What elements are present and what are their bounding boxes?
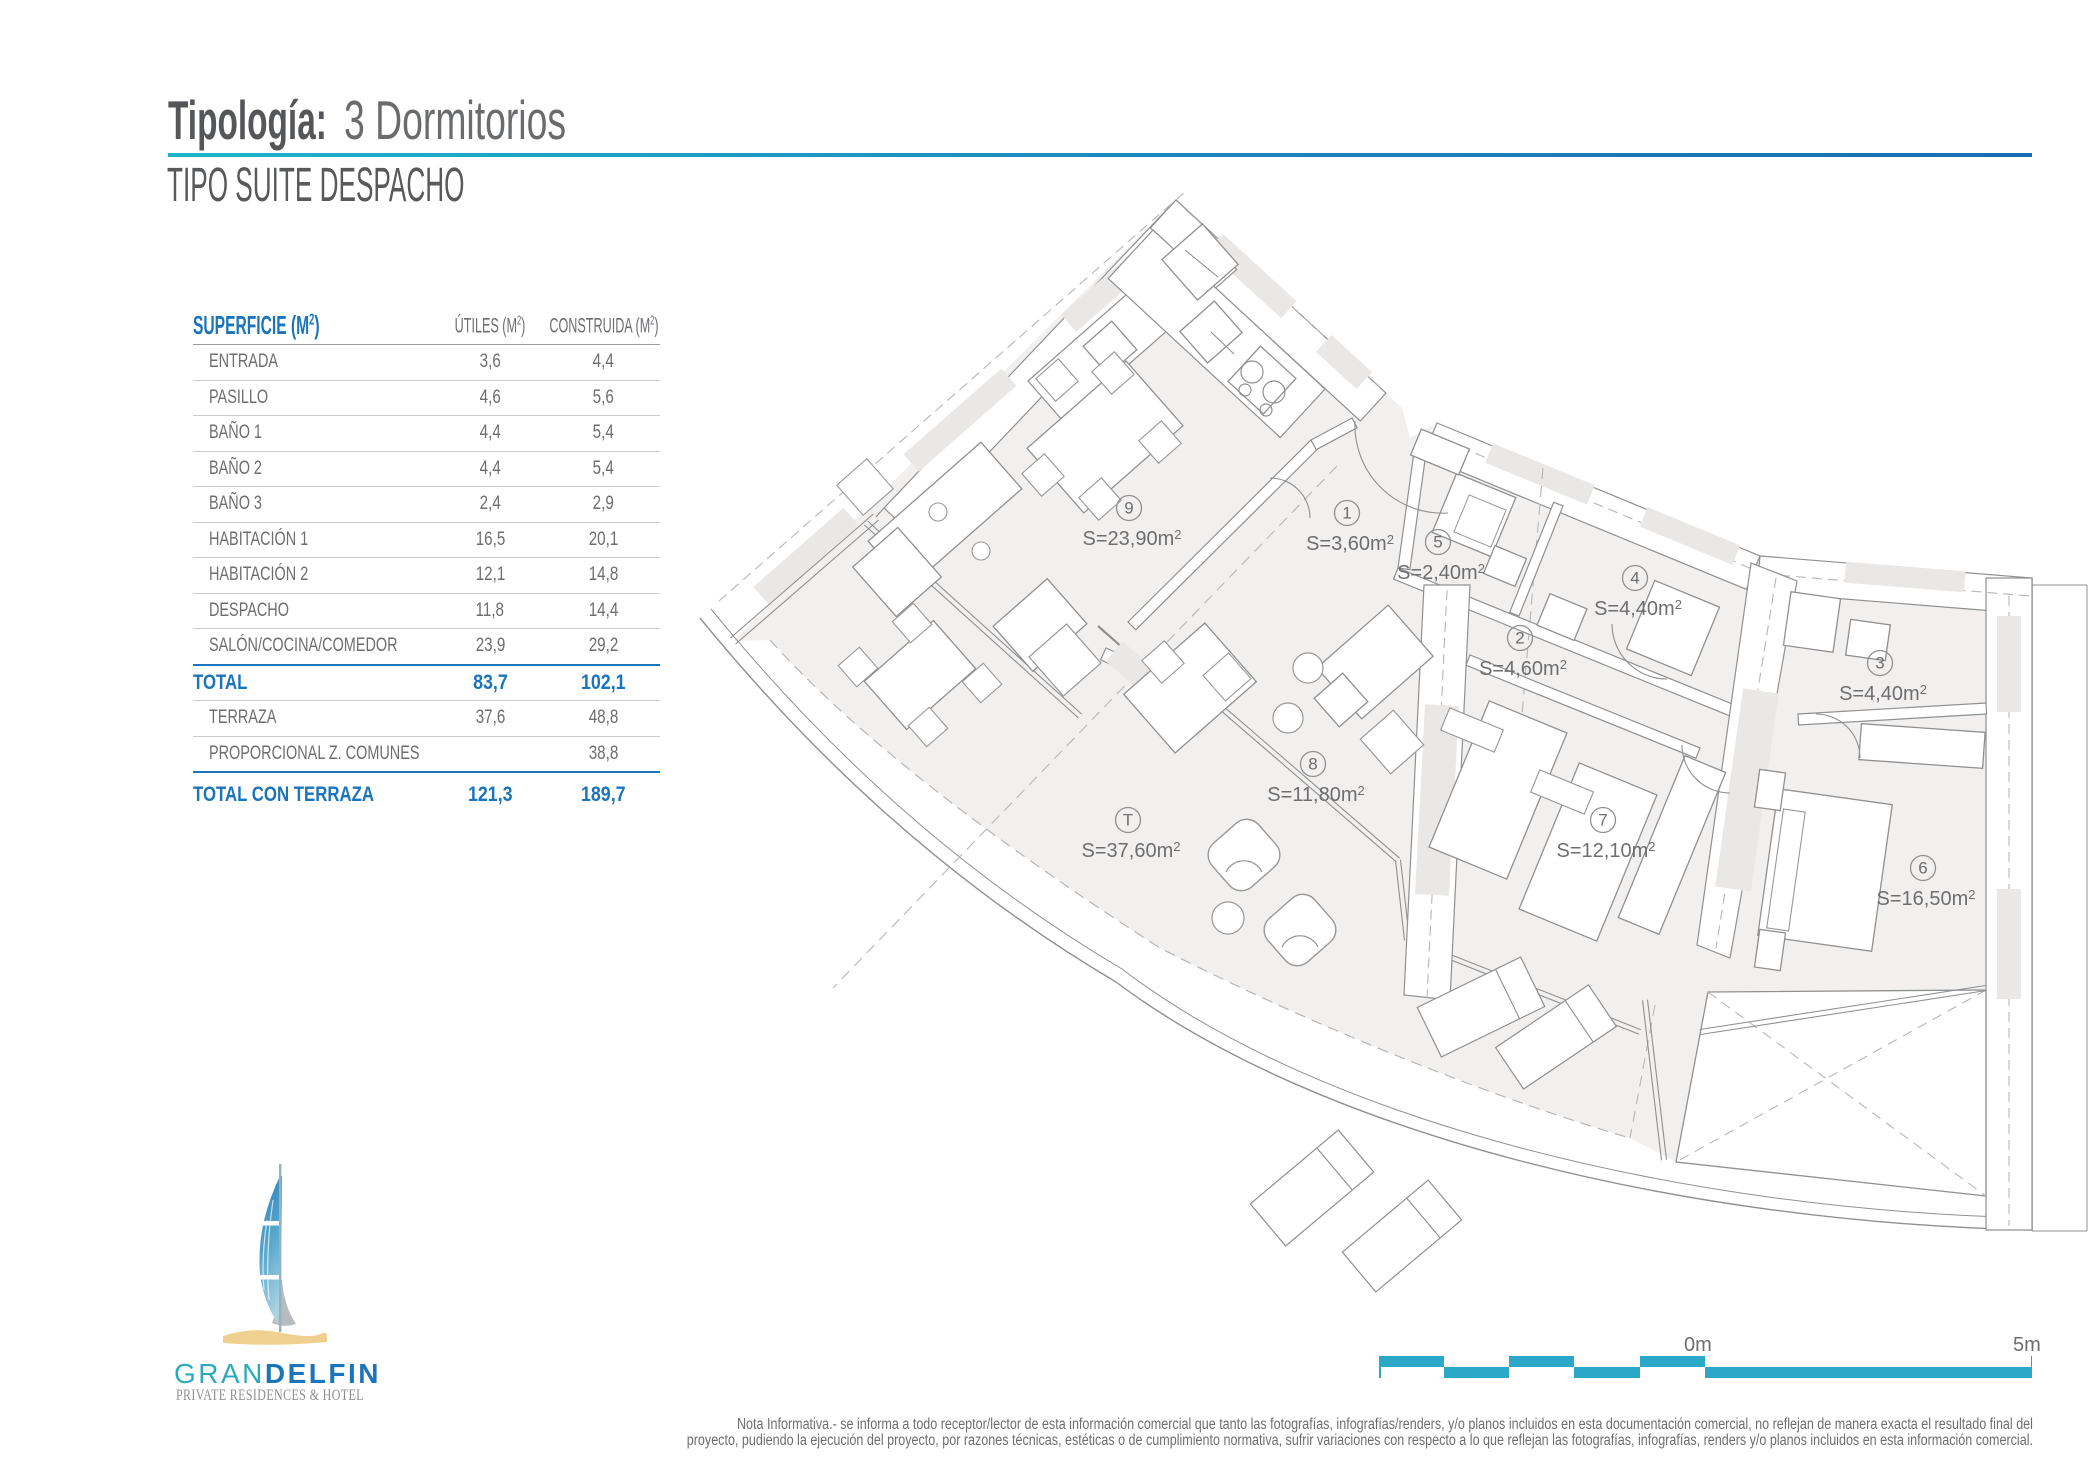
svg-text:1: 1 xyxy=(1342,504,1351,523)
svg-text:S=2,40m2: S=2,40m2 xyxy=(1397,561,1485,584)
svg-text:7: 7 xyxy=(1598,811,1607,830)
svg-text:S=3,60m2: S=3,60m2 xyxy=(1306,532,1394,555)
svg-text:S=4,40m2: S=4,40m2 xyxy=(1839,682,1927,705)
svg-text:S=4,60m2: S=4,60m2 xyxy=(1479,657,1567,680)
svg-text:8: 8 xyxy=(1308,755,1317,774)
svg-text:2: 2 xyxy=(1515,629,1524,648)
svg-text:T: T xyxy=(1123,811,1133,830)
svg-text:4: 4 xyxy=(1630,569,1639,588)
svg-text:S=12,10m2: S=12,10m2 xyxy=(1557,839,1656,862)
svg-text:5: 5 xyxy=(1433,533,1442,552)
svg-text:3: 3 xyxy=(1875,654,1884,673)
svg-text:S=4,40m2: S=4,40m2 xyxy=(1594,597,1682,620)
svg-text:9: 9 xyxy=(1124,499,1133,518)
svg-text:S=23,90m2: S=23,90m2 xyxy=(1083,527,1182,550)
svg-text:S=16,50m2: S=16,50m2 xyxy=(1877,887,1976,910)
svg-text:S=37,60m2: S=37,60m2 xyxy=(1082,839,1181,862)
svg-text:6: 6 xyxy=(1918,859,1927,878)
svg-text:S=11,80m2: S=11,80m2 xyxy=(1267,783,1364,806)
